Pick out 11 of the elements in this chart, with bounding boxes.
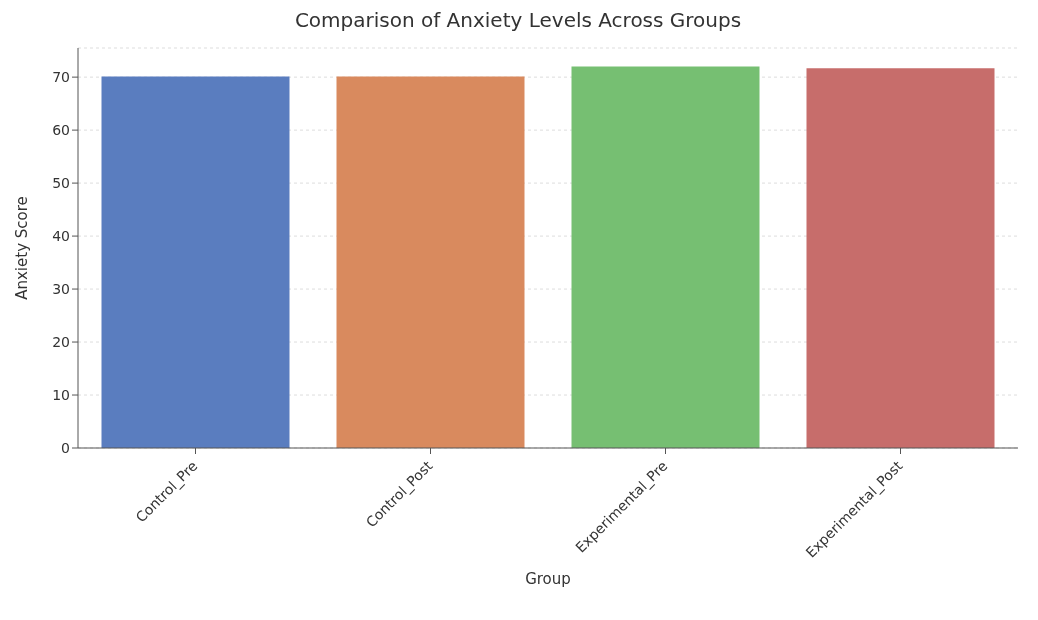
y-tick-label: 20 xyxy=(52,334,70,351)
y-tick-label: 10 xyxy=(52,386,70,403)
y-tick-label: 0 xyxy=(61,439,70,456)
y-tick-label: 40 xyxy=(52,228,70,245)
y-tick-label: 60 xyxy=(52,122,70,139)
y-tick-label: 30 xyxy=(52,281,70,298)
x-axis-title: Group xyxy=(525,570,571,588)
y-axis-title: Anxiety Score xyxy=(13,196,32,300)
chart-title: Comparison of Anxiety Levels Across Groups xyxy=(293,8,743,34)
y-tick-label: 70 xyxy=(52,69,70,86)
y-tick-label: 50 xyxy=(52,175,70,192)
